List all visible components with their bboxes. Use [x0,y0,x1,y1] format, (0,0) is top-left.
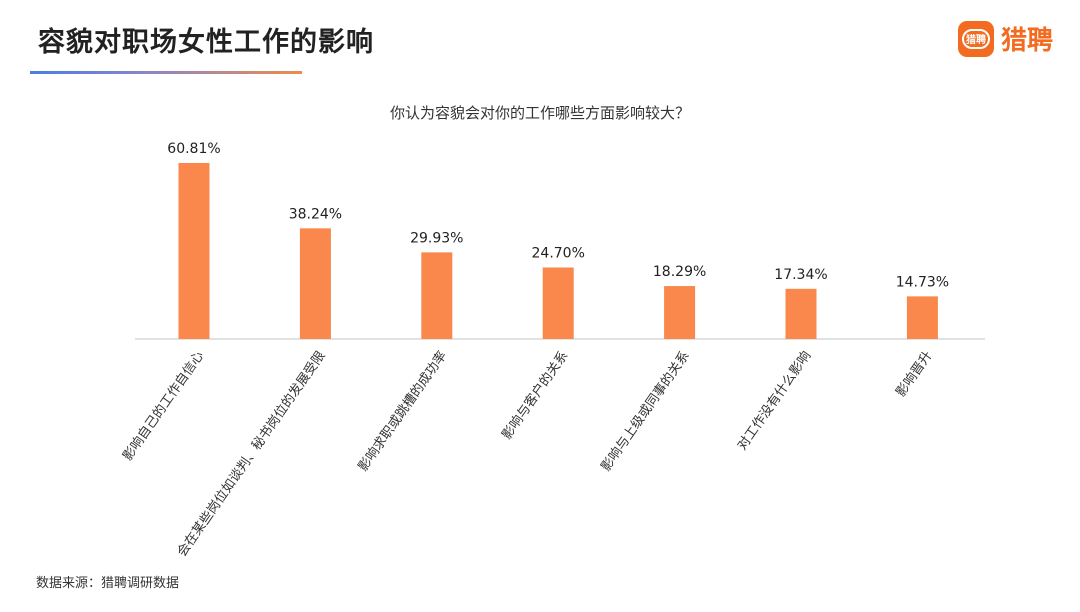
data-label: 18.29% [653,264,706,280]
chart-title: 你认为容貌会对你的工作哪些方面影响较大？ [390,104,690,122]
data-label: 60.81% [167,141,220,157]
data-label: 14.73% [896,274,949,290]
category-label: 影响与客户的关系 [499,348,572,442]
category-label: 会在某些岗位如谈判、秘书岗位的发展受限 [174,348,329,560]
bar [299,228,331,339]
category-label: 影响与上级或同事的关系 [598,348,693,474]
brand-logo: 猎聘 猎聘 [958,20,1053,57]
bar [785,288,817,339]
bar [542,267,574,339]
brand-badge-icon: 猎聘 [958,20,994,57]
data-label: 29.93% [410,230,463,246]
data-label: 17.34% [774,267,827,283]
category-label: 影响求职或跳槽的成功率 [355,348,450,474]
bar [421,252,453,339]
bar [664,286,696,339]
data-label: 38.24% [289,206,342,222]
bar [178,163,210,339]
category-label: 影响晋升 [893,348,936,400]
brand-badge-text: 猎聘 [962,28,990,49]
title-underline [30,71,302,74]
category-label: 影响自己的工作自信心 [120,348,208,464]
category-label: 对工作没有什么影响 [734,348,814,453]
page-title: 容貌对职场女性工作的影响 [38,27,374,58]
bar [906,296,938,339]
data-source-note: 数据来源：猎聘调研数据 [36,576,180,591]
brand-name: 猎聘 [1001,26,1054,56]
data-label: 24.70% [532,246,585,262]
